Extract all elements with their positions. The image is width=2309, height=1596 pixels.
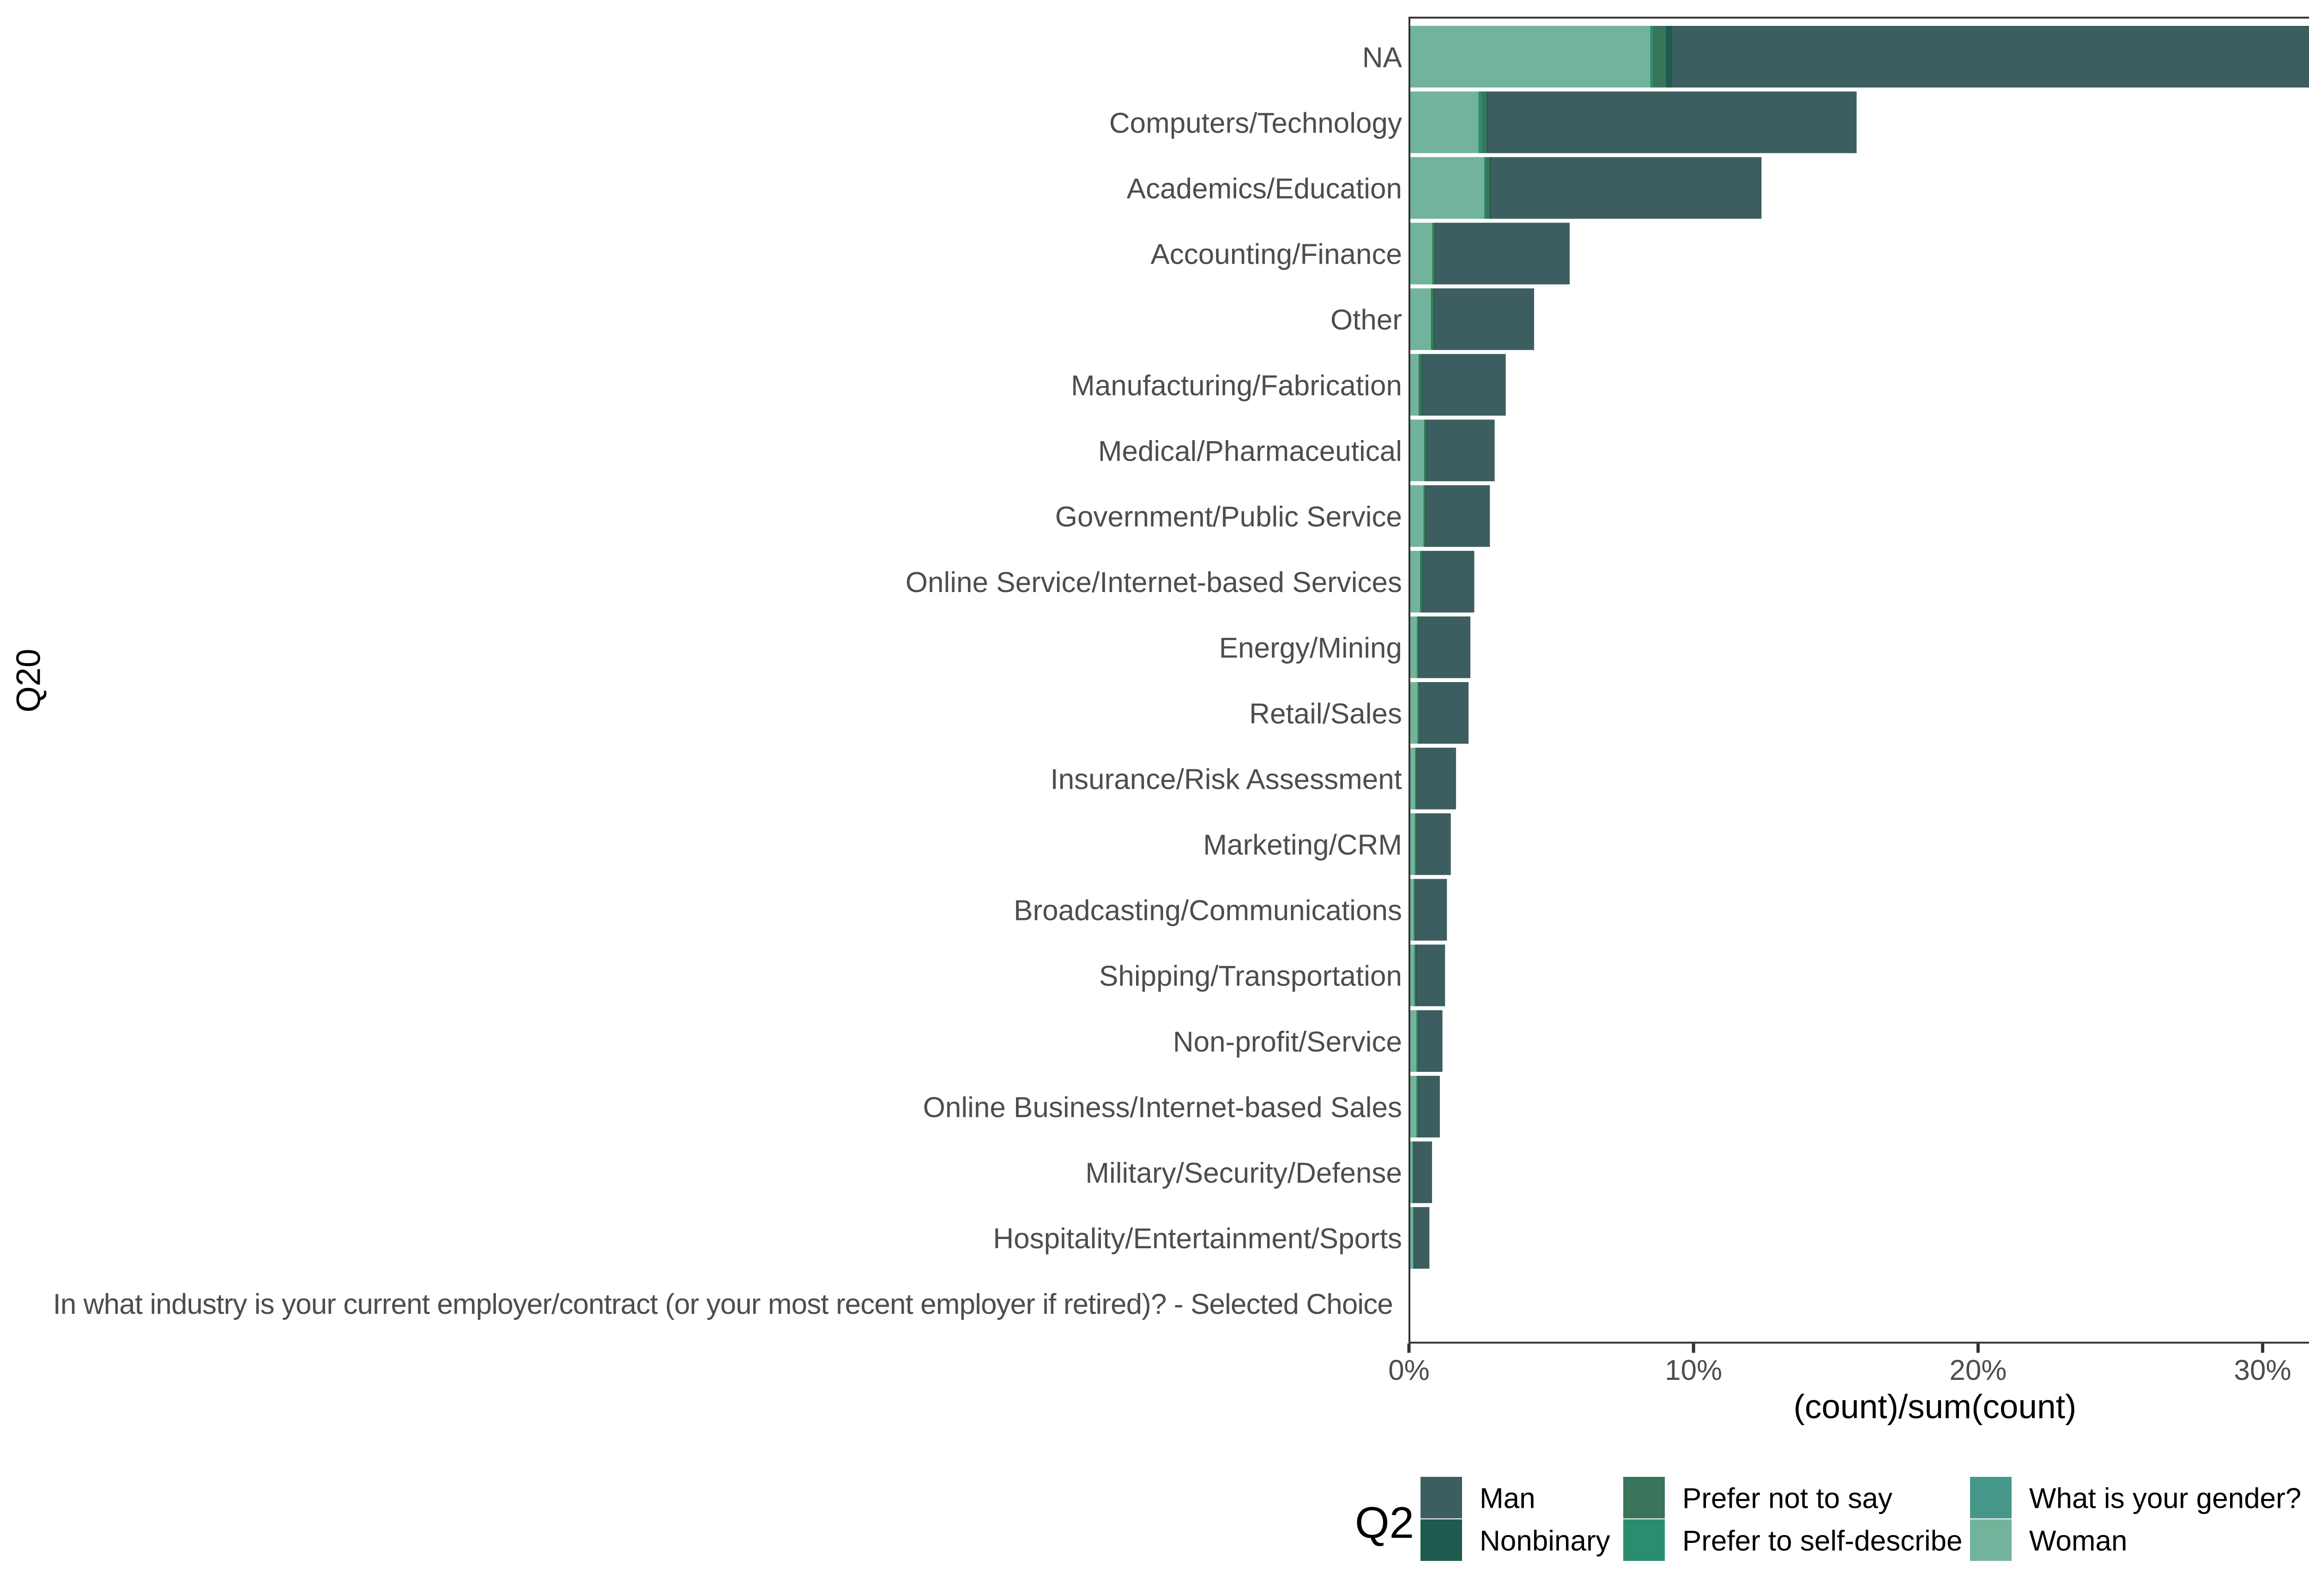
svg-text:Military/Security/Defense: Military/Security/Defense	[1085, 1157, 1402, 1189]
svg-text:Q2: Q2	[1355, 1498, 1414, 1548]
svg-text:Nonbinary: Nonbinary	[1480, 1525, 1610, 1557]
svg-text:Prefer not to say: Prefer not to say	[1682, 1483, 1892, 1515]
svg-text:Medical/Pharmaceutical: Medical/Pharmaceutical	[1098, 435, 1402, 467]
svg-text:Q20: Q20	[10, 649, 48, 713]
svg-text:Academics/Education: Academics/Education	[1127, 173, 1402, 205]
svg-text:Marketing/CRM: Marketing/CRM	[1203, 829, 1402, 861]
svg-text:Hospitality/Entertainment/Spor: Hospitality/Entertainment/Sports	[993, 1223, 1402, 1255]
svg-text:Insurance/Risk Assessment: Insurance/Risk Assessment	[1050, 763, 1402, 795]
svg-text:In what industry is your curre: In what industry is your current employe…	[53, 1288, 1393, 1320]
svg-text:NA: NA	[1362, 42, 1402, 73]
svg-text:Man: Man	[1480, 1483, 1535, 1515]
svg-text:Shipping/Transportation: Shipping/Transportation	[1099, 961, 1402, 992]
svg-text:Energy/Mining: Energy/Mining	[1219, 632, 1402, 664]
svg-text:20%: 20%	[1949, 1354, 2007, 1386]
svg-text:Woman: Woman	[2029, 1525, 2128, 1557]
svg-text:Other: Other	[1330, 304, 1402, 336]
svg-text:(count)/sum(count): (count)/sum(count)	[1794, 1388, 2077, 1426]
svg-text:30%: 30%	[2234, 1354, 2291, 1386]
svg-text:What is your gender? - Selecte: What is your gender? - Selected Choice	[2029, 1483, 2309, 1515]
svg-text:0%: 0%	[1388, 1354, 1430, 1386]
svg-text:Online Service/Internet-based: Online Service/Internet-based Services	[906, 567, 1402, 598]
svg-text:10%: 10%	[1665, 1354, 1722, 1386]
svg-text:Online Business/Internet-based: Online Business/Internet-based Sales	[923, 1092, 1402, 1124]
svg-text:Prefer to self-describe: Prefer to self-describe	[1682, 1525, 1962, 1557]
svg-text:Non-profit/Service: Non-profit/Service	[1173, 1026, 1402, 1058]
svg-text:Computers/Technology: Computers/Technology	[1109, 107, 1402, 139]
svg-text:Broadcasting/Communications: Broadcasting/Communications	[1014, 895, 1402, 927]
svg-text:Accounting/Finance: Accounting/Finance	[1150, 239, 1402, 271]
svg-text:Retail/Sales: Retail/Sales	[1249, 698, 1402, 730]
svg-text:Manufacturing/Fabrication: Manufacturing/Fabrication	[1071, 370, 1402, 402]
svg-text:Government/Public Service: Government/Public Service	[1055, 501, 1402, 533]
